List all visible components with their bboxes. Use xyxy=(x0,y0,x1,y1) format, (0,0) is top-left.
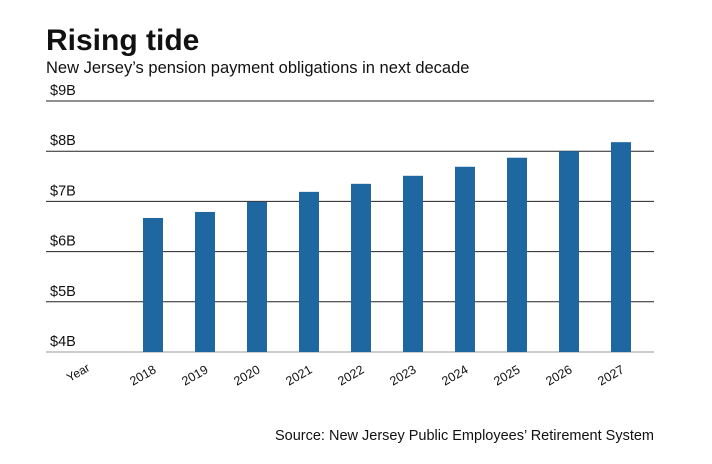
x-tick-label: 2023 xyxy=(387,362,418,388)
bar xyxy=(455,166,475,352)
bar xyxy=(195,211,215,352)
x-tick-label: 2018 xyxy=(127,362,158,388)
y-tick-label: $9B xyxy=(50,83,76,99)
y-tick-label: $4B xyxy=(50,334,76,350)
bar xyxy=(507,157,527,352)
bar xyxy=(143,217,163,352)
x-axis-label: Year xyxy=(64,360,92,384)
bar xyxy=(247,201,267,352)
x-tick-label: 2027 xyxy=(595,362,626,388)
chart-title: Rising tide xyxy=(46,24,199,57)
y-tick-label: $6B xyxy=(50,234,76,250)
y-tick-label: $7B xyxy=(50,183,76,199)
source-note: Source: New Jersey Public Employees’ Ret… xyxy=(275,428,654,444)
bar xyxy=(559,151,579,352)
y-tick-label: $5B xyxy=(50,284,76,300)
bar xyxy=(299,191,319,352)
x-tick-label: 2020 xyxy=(231,362,262,388)
x-tick-label: 2019 xyxy=(179,362,210,388)
x-tick-label: 2026 xyxy=(543,362,574,388)
x-tick-label: 2021 xyxy=(283,362,314,388)
bar xyxy=(351,183,371,352)
x-tick-label: 2024 xyxy=(439,362,470,388)
x-tick-label: 2022 xyxy=(335,362,366,388)
chart-subtitle: New Jersey’s pension payment obligations… xyxy=(46,59,469,77)
y-tick-label: $8B xyxy=(50,133,76,149)
bar xyxy=(611,142,631,352)
x-tick-label: 2025 xyxy=(491,362,522,388)
bar xyxy=(403,175,423,352)
